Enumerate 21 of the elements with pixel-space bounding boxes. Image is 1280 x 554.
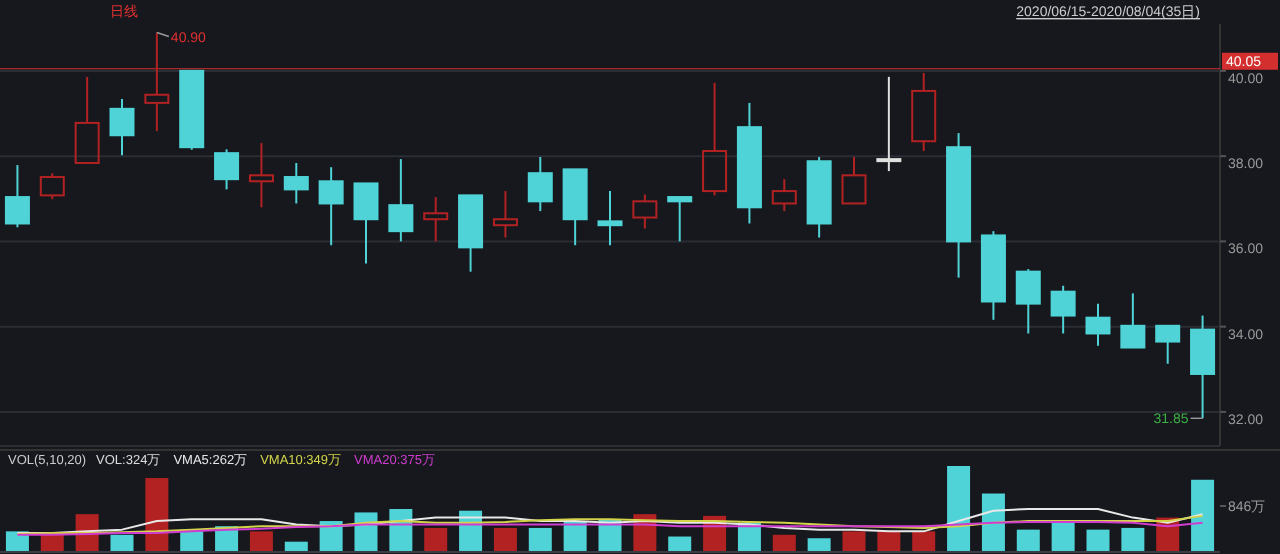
bar	[947, 466, 971, 552]
bar	[772, 534, 796, 552]
bar	[1121, 527, 1145, 552]
bar	[354, 512, 378, 552]
bar	[493, 527, 517, 552]
bar	[877, 531, 901, 552]
bar	[249, 531, 273, 552]
bar	[807, 538, 831, 552]
bar	[912, 531, 936, 552]
bar	[1086, 529, 1110, 552]
bar	[145, 478, 169, 552]
bar	[1191, 479, 1215, 552]
bar	[424, 527, 448, 552]
bar	[319, 521, 343, 552]
bar	[842, 531, 866, 552]
bar	[528, 527, 552, 552]
bar	[110, 534, 134, 552]
bar	[1051, 522, 1075, 552]
bar	[1016, 529, 1040, 552]
bar	[668, 536, 692, 552]
bar	[981, 493, 1005, 552]
